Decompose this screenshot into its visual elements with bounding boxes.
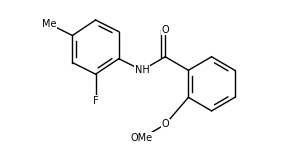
Text: O: O bbox=[161, 25, 169, 35]
Text: O: O bbox=[161, 119, 169, 129]
Text: NH: NH bbox=[135, 65, 149, 75]
Text: F: F bbox=[93, 96, 99, 106]
Text: OMe: OMe bbox=[131, 133, 153, 143]
Text: Me: Me bbox=[42, 19, 57, 29]
